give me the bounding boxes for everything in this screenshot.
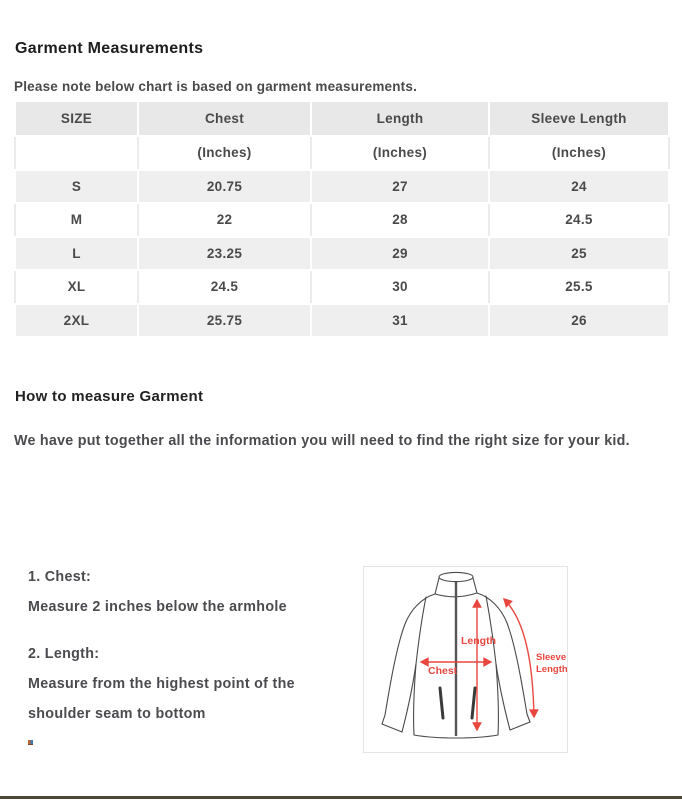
table-note: Please note below chart is based on garm…	[14, 79, 418, 94]
size-cell: 27	[310, 168, 490, 204]
col-header-sleeve-length: Sleeve Length	[488, 100, 670, 137]
size-row-l: L 23.25 29 25	[14, 235, 670, 271]
unit-row: (Inches) (Inches) (Inches)	[14, 135, 670, 171]
step-chest: 1. Chest: Measure 2 inches below the arm…	[28, 562, 340, 622]
step-chest-text: Measure 2 inches below the armhole	[28, 599, 287, 615]
size-cell: 25.75	[137, 302, 312, 338]
unit-cell	[14, 135, 139, 171]
how-to-measure-title: How to measure Garment	[15, 388, 204, 405]
size-cell: 24.5	[488, 202, 670, 238]
jacket-illustration: Length Chest Sleeve Length	[381, 571, 568, 739]
size-row-2xl: 2XL 25.75 31 26	[14, 302, 670, 338]
size-cell: 28	[310, 202, 490, 238]
footer-bar	[0, 796, 682, 799]
size-cell: 31	[310, 302, 490, 338]
unit-cell: (Inches)	[310, 135, 490, 171]
size-cell: 29	[310, 235, 490, 271]
size-cell: 20.75	[137, 168, 312, 204]
size-cell: S	[14, 168, 139, 204]
size-cell: 25	[488, 235, 670, 271]
page-title: Garment Measurements	[15, 40, 204, 57]
size-cell: 25.5	[488, 269, 670, 305]
size-cell: 23.25	[137, 235, 312, 271]
length-label: Length	[461, 635, 496, 647]
size-table-header-row: SIZE Chest Length Sleeve Length	[14, 100, 670, 137]
size-cell: 26	[488, 302, 670, 338]
measure-steps: 1. Chest: Measure 2 inches below the arm…	[28, 562, 340, 729]
size-row-s: S 20.75 27 24	[14, 168, 670, 204]
size-cell: XL	[14, 269, 139, 305]
step-length: 2. Length: Measure from the highest poin…	[28, 639, 340, 729]
garment-diagram: Length Chest Sleeve Length	[363, 566, 568, 753]
step-chest-label: 1. Chest:	[28, 569, 92, 585]
size-table: SIZE Chest Length Sleeve Length (Inches)…	[14, 100, 670, 338]
size-row-m: M 22 28 24.5	[14, 202, 670, 238]
size-cell: 24.5	[137, 269, 312, 305]
col-header-chest: Chest	[137, 100, 312, 137]
size-cell: 30	[310, 269, 490, 305]
size-cell: 2XL	[14, 302, 139, 338]
col-header-length: Length	[310, 100, 490, 137]
size-row-xl: XL 24.5 30 25.5	[14, 269, 670, 305]
size-cell: M	[14, 202, 139, 238]
unit-cell: (Inches)	[488, 135, 670, 171]
col-header-size: SIZE	[14, 100, 139, 137]
size-cell: 22	[137, 202, 312, 238]
sleeve-length-label-line2: Length	[536, 664, 567, 675]
sleeve-length-label-line1: Sleeve	[536, 652, 566, 663]
tiny-image-dot	[28, 740, 33, 745]
size-cell: 24	[488, 168, 670, 204]
pocket-lines	[438, 686, 477, 720]
size-cell: L	[14, 235, 139, 271]
step-length-label: 2. Length:	[28, 646, 100, 662]
sleeve-length-arrow	[503, 598, 539, 719]
step-length-text: Measure from the highest point of the sh…	[28, 676, 295, 722]
how-to-intro-text: We have put together all the information…	[14, 433, 630, 449]
chest-label: Chest	[428, 665, 458, 677]
unit-cell: (Inches)	[137, 135, 312, 171]
